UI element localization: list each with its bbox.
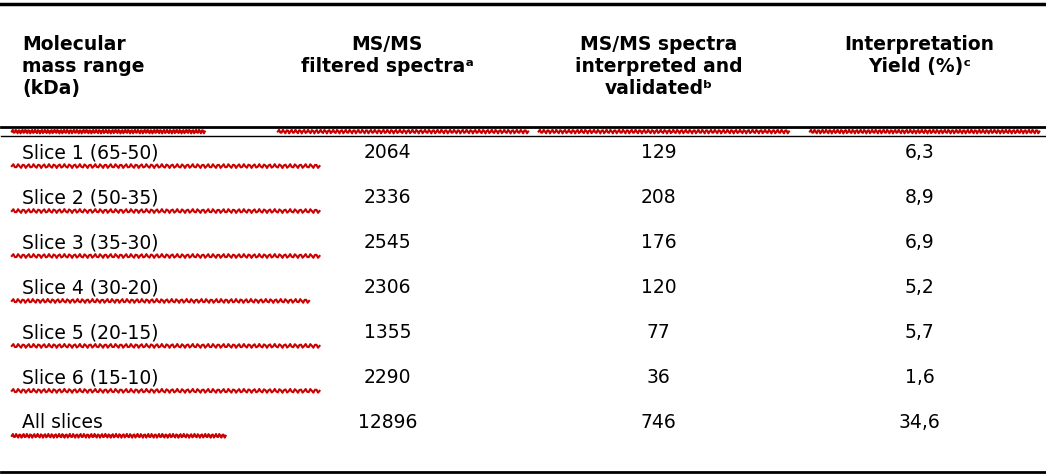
Text: All slices: All slices bbox=[22, 413, 104, 432]
Text: 8,9: 8,9 bbox=[905, 188, 934, 208]
Text: 1355: 1355 bbox=[364, 323, 411, 342]
Text: 2290: 2290 bbox=[364, 368, 411, 387]
Text: 6,3: 6,3 bbox=[905, 143, 934, 162]
Text: Slice 5 (20-15): Slice 5 (20-15) bbox=[22, 323, 159, 342]
Text: Slice 3 (35-30): Slice 3 (35-30) bbox=[22, 233, 159, 252]
Text: 77: 77 bbox=[646, 323, 670, 342]
Text: 5,2: 5,2 bbox=[905, 278, 934, 297]
Text: MS/MS spectra
interpreted and
validatedᵇ: MS/MS spectra interpreted and validatedᵇ bbox=[575, 35, 743, 98]
Text: 34,6: 34,6 bbox=[899, 413, 940, 432]
Text: 6,9: 6,9 bbox=[905, 233, 934, 252]
Text: MS/MS
filtered spectraᵃ: MS/MS filtered spectraᵃ bbox=[301, 35, 474, 76]
Text: 12896: 12896 bbox=[358, 413, 417, 432]
Text: 2064: 2064 bbox=[364, 143, 411, 162]
Text: 5,7: 5,7 bbox=[905, 323, 934, 342]
Text: 746: 746 bbox=[641, 413, 677, 432]
Text: 2545: 2545 bbox=[364, 233, 411, 252]
Text: 129: 129 bbox=[641, 143, 677, 162]
Text: 1,6: 1,6 bbox=[905, 368, 934, 387]
Text: Slice 6 (15-10): Slice 6 (15-10) bbox=[22, 368, 159, 387]
Text: Interpretation
Yield (%)ᶜ: Interpretation Yield (%)ᶜ bbox=[844, 35, 995, 76]
Text: Slice 1 (65-50): Slice 1 (65-50) bbox=[22, 143, 159, 162]
Text: 120: 120 bbox=[641, 278, 677, 297]
Text: 176: 176 bbox=[641, 233, 677, 252]
Text: 36: 36 bbox=[646, 368, 670, 387]
Text: 2306: 2306 bbox=[364, 278, 411, 297]
Text: Slice 4 (30-20): Slice 4 (30-20) bbox=[22, 278, 159, 297]
Text: 2336: 2336 bbox=[364, 188, 411, 208]
Text: Slice 2 (50-35): Slice 2 (50-35) bbox=[22, 188, 159, 208]
Text: 208: 208 bbox=[641, 188, 677, 208]
Text: Molecular
mass range
(kDa): Molecular mass range (kDa) bbox=[22, 35, 144, 98]
